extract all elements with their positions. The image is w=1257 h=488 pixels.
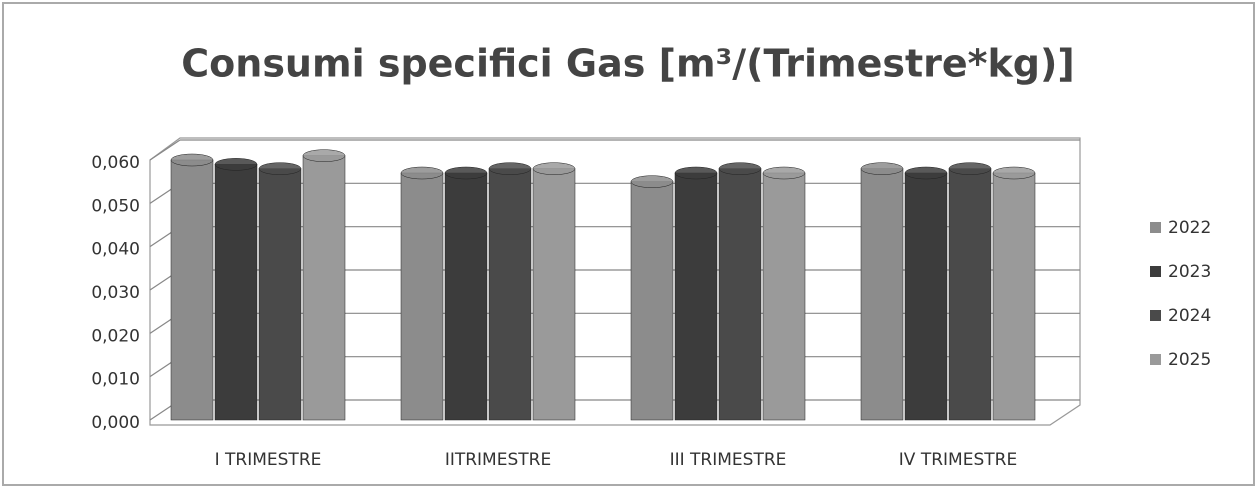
bar bbox=[948, 168, 992, 421]
x-tick-label: I TRIMESTRE bbox=[215, 450, 322, 470]
bar-top bbox=[860, 162, 904, 175]
bar bbox=[444, 172, 488, 421]
legend-swatch bbox=[1150, 354, 1161, 365]
bar bbox=[904, 172, 948, 421]
legend-label: 2025 bbox=[1168, 350, 1211, 370]
y-tick-label: 0,000 bbox=[91, 413, 140, 433]
legend-label: 2022 bbox=[1168, 218, 1211, 238]
bar-top bbox=[444, 166, 488, 180]
bar-top bbox=[258, 162, 302, 175]
y-tick-label: 0,040 bbox=[91, 240, 140, 260]
bar-top bbox=[400, 166, 444, 180]
bar-top bbox=[170, 153, 214, 167]
bar-top bbox=[718, 162, 762, 175]
bar bbox=[762, 172, 806, 421]
bar bbox=[302, 155, 346, 421]
bar-top bbox=[948, 162, 992, 175]
bar bbox=[214, 164, 258, 421]
bar bbox=[488, 168, 532, 421]
bar-top bbox=[214, 158, 258, 171]
y-tick-label: 0,020 bbox=[91, 326, 140, 346]
legend-label: 2024 bbox=[1168, 306, 1211, 326]
bar-top bbox=[674, 166, 718, 180]
bar-top bbox=[532, 162, 576, 175]
bar bbox=[400, 172, 444, 421]
plot-wall bbox=[149, 137, 1081, 426]
legend-label: 2023 bbox=[1168, 262, 1211, 282]
bar bbox=[992, 172, 1036, 421]
bar-top bbox=[762, 166, 806, 180]
bar bbox=[532, 168, 576, 421]
x-tick-label: III TRIMESTRE bbox=[670, 450, 787, 470]
y-tick-label: 0,010 bbox=[91, 370, 140, 390]
y-tick-label: 0,030 bbox=[91, 283, 140, 303]
bar bbox=[258, 168, 302, 421]
bar bbox=[630, 181, 674, 421]
bar bbox=[170, 159, 214, 421]
bar-top bbox=[992, 166, 1036, 180]
bar bbox=[674, 172, 718, 421]
legend-swatch bbox=[1150, 266, 1161, 277]
y-tick-label: 0,060 bbox=[91, 153, 140, 173]
legend-swatch bbox=[1150, 222, 1161, 233]
bar-top bbox=[302, 149, 346, 162]
grid-line bbox=[149, 139, 181, 161]
chart-title: Consumi specifici Gas [m³/(Trimestre*kg)… bbox=[181, 42, 1074, 86]
bar bbox=[718, 168, 762, 421]
x-tick-label: IV TRIMESTRE bbox=[899, 450, 1017, 470]
bar-top bbox=[488, 162, 532, 175]
x-tick-label: IITRIMESTRE bbox=[445, 450, 551, 470]
bar bbox=[860, 168, 904, 421]
bar-top bbox=[904, 166, 948, 180]
bar-top bbox=[630, 175, 674, 188]
legend-swatch bbox=[1150, 310, 1161, 321]
y-tick-label: 0,050 bbox=[91, 196, 140, 216]
